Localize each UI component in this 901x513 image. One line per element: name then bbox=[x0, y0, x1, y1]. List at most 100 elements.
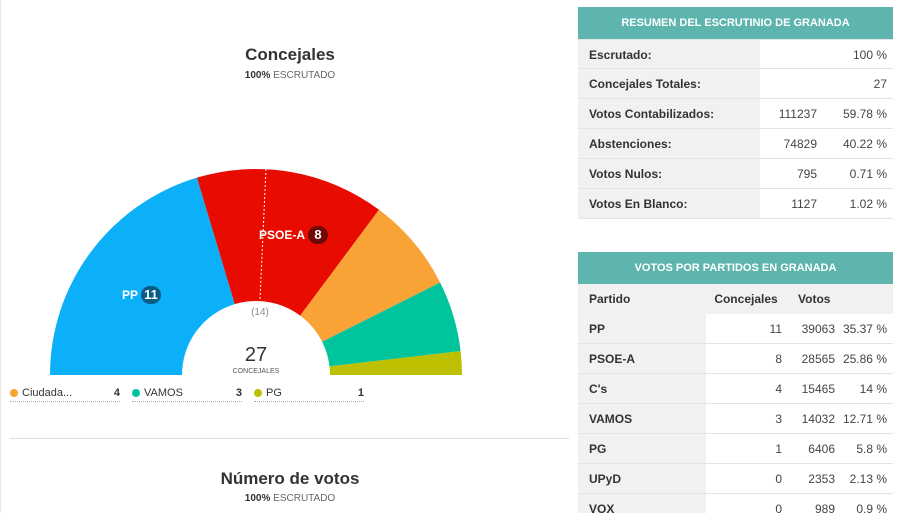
legend-seats: 1 bbox=[357, 386, 364, 399]
party-seats: 11 bbox=[769, 322, 782, 336]
seat-label-count: 8 bbox=[308, 226, 329, 244]
summary-count: 795 bbox=[760, 159, 829, 188]
summary-pct: 1.02 % bbox=[829, 189, 893, 218]
votes-title: Número de votos bbox=[220, 469, 360, 488]
party-name: C's bbox=[578, 374, 706, 403]
legend-dot bbox=[132, 388, 140, 397]
legend-party: Ciudada... bbox=[22, 386, 73, 399]
legend-seats: 3 bbox=[235, 386, 242, 399]
parties-header: VOTOS POR PARTIDOS EN GRANADA bbox=[578, 252, 893, 284]
party-row: UPyD 0 2353 2.13 % bbox=[578, 464, 893, 494]
section-divider bbox=[10, 438, 569, 439]
legend-dot bbox=[254, 388, 262, 397]
summary-count: 1127 bbox=[760, 189, 829, 218]
total-seats-label: CONCEJALES bbox=[232, 368, 280, 375]
party-pct: 25.86 % bbox=[842, 352, 887, 366]
summary-pct: 0.71 % bbox=[829, 159, 893, 188]
summary-label: Escrutado: bbox=[578, 39, 760, 68]
seat-label-party: PSOE-A bbox=[259, 228, 306, 242]
legend-party: PG bbox=[266, 386, 282, 399]
summary-label: Abstenciones: bbox=[578, 129, 760, 158]
party-pct: 0.9 % bbox=[856, 502, 887, 513]
column-pct bbox=[839, 284, 893, 314]
party-pct: 2.13 % bbox=[849, 472, 887, 486]
summary-count: 111237 bbox=[760, 99, 829, 128]
column-seats: Concejales bbox=[714, 292, 778, 306]
party-seats: 8 bbox=[775, 352, 782, 366]
total-seats: 27 bbox=[244, 344, 268, 366]
scrutiny-label: ESCRUTADO bbox=[273, 70, 336, 81]
party-row: PSOE-A 8 28565 25.86 % bbox=[578, 344, 893, 374]
party-name: PSOE-A bbox=[578, 344, 706, 373]
summary-label: Votos En Blanco: bbox=[578, 189, 760, 218]
seat-label-party: PP bbox=[122, 288, 139, 302]
party-row: PP 11 39063 35.37 % bbox=[578, 314, 893, 344]
party-row: C's 4 15465 14 % bbox=[578, 374, 893, 404]
party-name: PP bbox=[578, 314, 706, 343]
parties-table: VOTOS POR PARTIDOS EN GRANADA Partido Co… bbox=[578, 252, 893, 513]
party-seats: 3 bbox=[775, 412, 782, 426]
summary-row-blank: Votos En Blanco: 1127 1.02 % bbox=[578, 189, 893, 219]
party-votes: 989 bbox=[814, 502, 835, 513]
party-votes: 2353 bbox=[808, 472, 835, 486]
hemicycle-slice-pp[interactable] bbox=[50, 177, 235, 375]
seat-label-psoe: PSOE-A 8 bbox=[259, 226, 329, 244]
summary-row-counted: Votos Contabilizados: 111237 59.78 % bbox=[578, 99, 893, 129]
parties-column-headers: Partido Concejales Votos bbox=[578, 284, 893, 314]
hemicycle-slice-pg[interactable] bbox=[329, 351, 462, 375]
column-votes: Votos bbox=[798, 292, 831, 306]
party-row: PG 1 6406 5.8 % bbox=[578, 434, 893, 464]
party-seats: 4 bbox=[775, 382, 782, 396]
seat-label-count: 11 bbox=[141, 286, 162, 304]
hemicycle-slice-vamos[interactable] bbox=[322, 282, 461, 367]
hemicycle-chart bbox=[50, 168, 462, 375]
party-name: VOX bbox=[578, 494, 706, 513]
seats-legend: Ciudada... 4 VAMOS 3 PG 1 bbox=[10, 384, 364, 402]
summary-row-abstentions: Abstenciones: 74829 40.22 % bbox=[578, 129, 893, 159]
summary-value: 100 % bbox=[760, 39, 893, 68]
summary-row-scrutinized: Escrutado: 100 % bbox=[578, 39, 893, 69]
party-seats: 0 bbox=[775, 472, 782, 486]
seats-title: Concejales bbox=[245, 45, 335, 64]
party-votes: 39063 bbox=[801, 322, 835, 336]
votes-scrutiny: 100% ESCRUTADO bbox=[0, 493, 580, 504]
summary-table: RESUMEN DEL ESCRUTINIO DE GRANADA Escrut… bbox=[578, 7, 893, 219]
seats-panel: Concejales 100% ESCRUTADO PP 11 PSOE-A 8… bbox=[0, 0, 580, 513]
party-votes: 6406 bbox=[808, 442, 835, 456]
summary-label: Votos Nulos: bbox=[578, 159, 760, 188]
party-pct: 12.71 % bbox=[842, 412, 887, 426]
summary-label: Votos Contabilizados: bbox=[578, 99, 760, 128]
scrutiny-pct: 100% bbox=[244, 70, 271, 81]
legend-item[interactable]: Ciudada... 4 bbox=[10, 384, 120, 402]
scrutiny-pct: 100% bbox=[244, 493, 271, 504]
party-seats: 1 bbox=[775, 442, 782, 456]
legend-dot bbox=[10, 388, 18, 397]
party-votes: 28565 bbox=[801, 352, 835, 366]
scrutiny-label: ESCRUTADO bbox=[273, 493, 336, 504]
majority-label: (14) bbox=[251, 307, 269, 318]
party-votes: 14032 bbox=[801, 412, 835, 426]
party-name: VAMOS bbox=[578, 404, 706, 433]
parties-rows: PP 11 39063 35.37 % PSOE-A 8 28565 25.86 % C's 4 1… bbox=[578, 314, 893, 513]
party-votes: 15465 bbox=[801, 382, 835, 396]
party-name: UPyD bbox=[578, 464, 706, 493]
seat-label-pp: PP 11 bbox=[122, 286, 162, 304]
legend-item[interactable]: PG 1 bbox=[254, 384, 364, 402]
party-row: VOX 0 989 0.9 % bbox=[578, 494, 893, 513]
column-party: Partido bbox=[589, 292, 631, 306]
majority-line bbox=[259, 168, 267, 300]
party-row: VAMOS 3 14032 12.71 % bbox=[578, 404, 893, 434]
summary-pct: 40.22 % bbox=[829, 129, 893, 158]
legend-party: VAMOS bbox=[144, 386, 183, 399]
hemicycle-slice-psoe-a[interactable] bbox=[196, 169, 380, 316]
party-name: PG bbox=[578, 434, 706, 463]
summary-pct: 59.78 % bbox=[829, 99, 893, 128]
summary-count: 74829 bbox=[760, 129, 829, 158]
hemicycle-slice-c-s[interactable] bbox=[300, 209, 441, 342]
summary-value: 27 bbox=[760, 69, 893, 98]
summary-header: RESUMEN DEL ESCRUTINIO DE GRANADA bbox=[578, 7, 893, 39]
party-pct: 14 % bbox=[859, 382, 887, 396]
panel-divider bbox=[0, 0, 1, 513]
legend-item[interactable]: VAMOS 3 bbox=[132, 384, 242, 402]
party-pct: 5.8 % bbox=[856, 442, 887, 456]
